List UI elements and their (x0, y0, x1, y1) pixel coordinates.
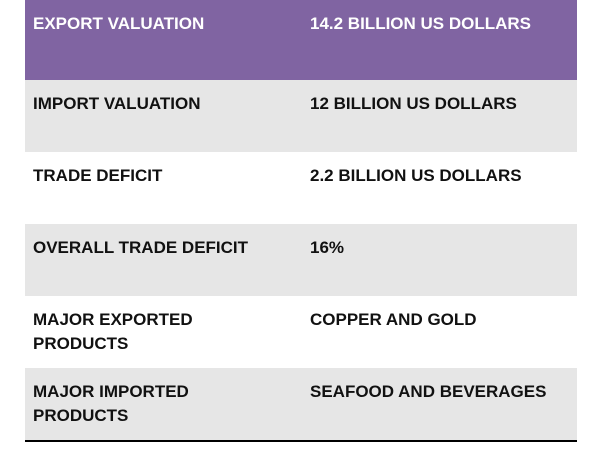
row-label: MAJOR EXPORTED PRODUCTS (33, 310, 193, 353)
table-cell: MAJOR IMPORTED PRODUCTS (25, 368, 302, 441)
table-cell: SEAFOOD AND BEVERAGES (302, 368, 577, 441)
table-cell: 14.2 BILLION US DOLLARS (302, 0, 577, 80)
row-label: EXPORT VALUATION (33, 14, 205, 33)
table-cell: MAJOR EXPORTED PRODUCTS (25, 296, 302, 368)
row-label: TRADE DEFICIT (33, 166, 163, 185)
row-value: 2.2 BILLION US DOLLARS (310, 166, 522, 185)
table-cell: 12 BILLION US DOLLARS (302, 80, 577, 152)
table-row: TRADE DEFICIT 2.2 BILLION US DOLLARS (25, 152, 577, 224)
table-row: MAJOR IMPORTED PRODUCTS SEAFOOD AND BEVER… (25, 368, 577, 441)
row-value: COPPER AND GOLD (310, 310, 477, 329)
row-value: 16% (310, 238, 345, 257)
table-cell: 2.2 BILLION US DOLLARS (302, 152, 577, 224)
table-cell: IMPORT VALUATION (25, 80, 302, 152)
table-row: IMPORT VALUATION 12 BILLION US DOLLARS (25, 80, 577, 152)
table-cell: EXPORT VALUATION (25, 0, 302, 80)
table-cell: OVERALL TRADE DEFICIT (25, 224, 302, 296)
row-value: 14.2 BILLION US DOLLARS (310, 14, 532, 33)
table-row: MAJOR EXPORTED PRODUCTS COPPER AND GOLD (25, 296, 577, 368)
row-label: MAJOR IMPORTED PRODUCTS (33, 382, 189, 425)
row-value: 12 BILLION US DOLLARS (310, 94, 517, 113)
row-label: IMPORT VALUATION (33, 94, 201, 113)
trade-table: EXPORT VALUATION 14.2 BILLION US DOLLARS I… (25, 0, 577, 442)
table-cell: 16% (302, 224, 577, 296)
table-body: EXPORT VALUATION 14.2 BILLION US DOLLARS I… (25, 0, 577, 441)
table-cell: TRADE DEFICIT (25, 152, 302, 224)
row-value: SEAFOOD AND BEVERAGES (310, 382, 547, 401)
row-label: OVERALL TRADE DEFICIT (33, 238, 249, 257)
header-row: EXPORT VALUATION 14.2 BILLION US DOLLARS (25, 0, 577, 80)
table-cell: COPPER AND GOLD (302, 296, 577, 368)
table-row: OVERALL TRADE DEFICIT 16% (25, 224, 577, 296)
